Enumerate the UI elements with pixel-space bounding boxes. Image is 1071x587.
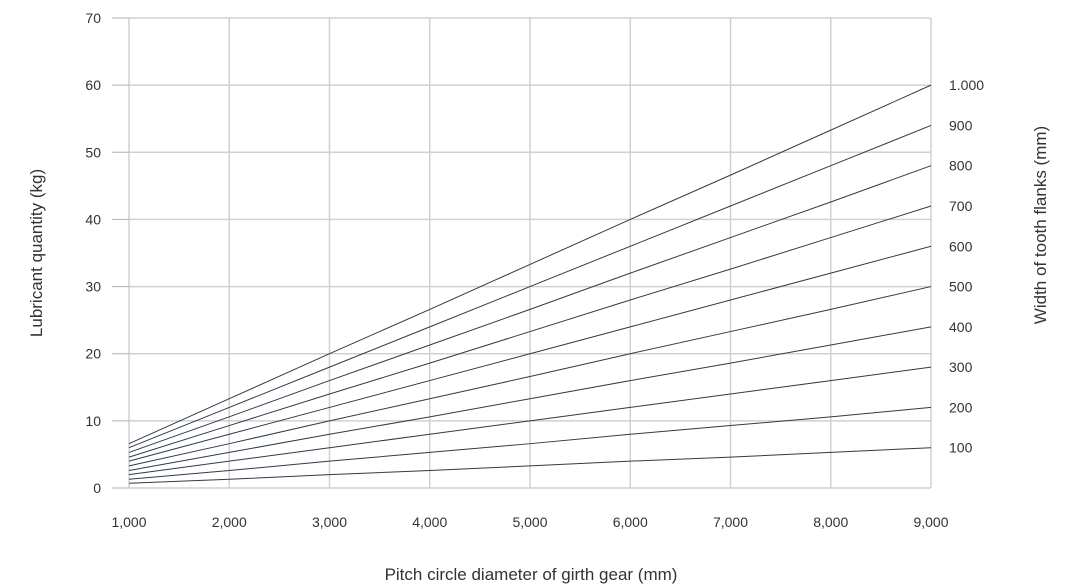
series-line	[128, 366, 932, 476]
series-line	[128, 205, 932, 458]
grid-lines	[112, 17, 932, 489]
y-tick-labels: 0 10 20 30 40 50 60 70	[85, 10, 101, 496]
right-axis-label: 100	[949, 440, 973, 456]
y-tick-label: 30	[85, 279, 101, 295]
series-line	[128, 406, 932, 480]
series-line	[128, 84, 932, 445]
right-axis-label: 200	[949, 399, 973, 415]
x-tick-label: 2,000	[212, 514, 247, 530]
x-tick-label: 9,000	[913, 514, 948, 530]
x-tick-label: 7,000	[713, 514, 748, 530]
series-line	[128, 326, 932, 472]
y-tick-label: 20	[85, 346, 101, 362]
right-axis-title: Width of tooth flanks (mm)	[1031, 126, 1050, 324]
right-axis-label: 600	[949, 238, 973, 254]
x-tick-label: 5,000	[512, 514, 547, 530]
right-axis-label: 300	[949, 359, 973, 375]
series-line	[128, 245, 932, 462]
right-axis-label: 900	[949, 117, 973, 133]
y-tick-label: 40	[85, 211, 101, 227]
x-tick-label: 4,000	[412, 514, 447, 530]
x-tick-label: 6,000	[613, 514, 648, 530]
right-axis-label: 500	[949, 279, 973, 295]
y-tick-label: 60	[85, 77, 101, 93]
right-axis-labels: 100 200 300 400 500 600 700 800 900 1.000	[949, 77, 984, 456]
series-line	[128, 286, 932, 467]
x-tick-label: 3,000	[312, 514, 347, 530]
series-line	[128, 165, 932, 453]
right-axis-label: 400	[949, 319, 973, 335]
series-line	[128, 124, 932, 449]
x-tick-label: 1,000	[111, 514, 146, 530]
x-axis-title: Pitch circle diameter of girth gear (mm)	[385, 565, 678, 584]
series-line	[128, 447, 932, 484]
x-tick-labels: 1,000 2,000 3,000 4,000 5,000 6,000 7,000 8,000…	[111, 514, 948, 530]
x-tick-label: 8,000	[813, 514, 848, 530]
right-axis-label: 1.000	[949, 77, 984, 93]
y-axis-title: Lubricant quantity (kg)	[27, 169, 46, 337]
y-tick-label: 0	[93, 480, 101, 496]
y-tick-label: 70	[85, 10, 101, 26]
y-tick-label: 10	[85, 413, 101, 429]
right-axis-label: 800	[949, 158, 973, 174]
series-lines	[128, 84, 932, 484]
right-axis-label: 700	[949, 198, 973, 214]
y-tick-label: 50	[85, 144, 101, 160]
